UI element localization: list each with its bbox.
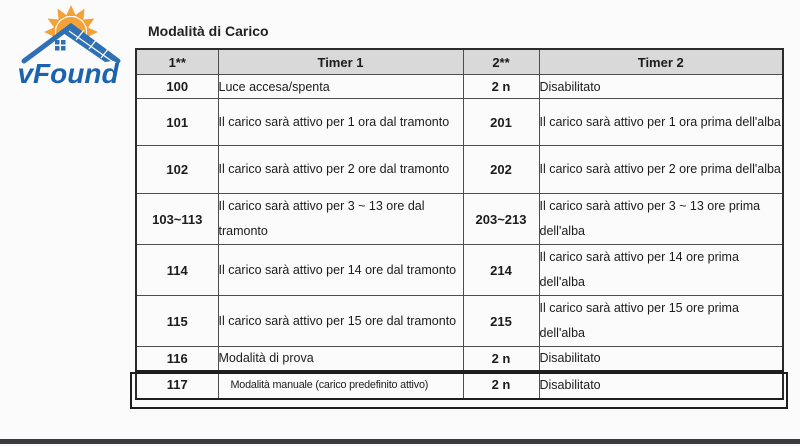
page-title: Modalità di Carico: [148, 23, 269, 39]
sun-house-icon: [16, 5, 126, 64]
code2-cell: 2 n: [462, 74, 540, 99]
table-row: 102 Il carico sarà attivo per 2 ore dal …: [135, 145, 784, 194]
code2-cell: 215: [462, 295, 540, 347]
code1-cell: 114: [135, 244, 219, 296]
timer2-cell: Il carico sarà attivo per 2 ore prima de…: [538, 145, 784, 194]
col-header-timer2: Timer 2: [538, 48, 784, 75]
timer2-cell: Il carico sarà attivo per 15 ore prima d…: [538, 295, 784, 347]
col-header-code2: 2**: [462, 48, 540, 75]
code2-cell: 214: [462, 244, 540, 296]
table-row: 103~113 Il carico sarà attivo per 3 ~ 13…: [135, 193, 784, 245]
timer2-cell: Disabilitato: [538, 369, 784, 400]
timer1-cell: Luce accesa/spenta: [217, 74, 464, 99]
table-row-selected: 117 Modalità manuale (carico predefinito…: [135, 369, 784, 400]
code2-cell: 203~213: [462, 193, 540, 245]
timer2-cell: Il carico sarà attivo per 14 ore prima d…: [538, 244, 784, 296]
bottom-bar: [0, 439, 800, 444]
brand-name: vFound: [17, 58, 119, 89]
timer2-cell: Il carico sarà attivo per 3 ~ 13 ore pri…: [538, 193, 784, 245]
code1-cell: 117: [135, 369, 219, 400]
timer1-cell: Il carico sarà attivo per 15 ore dal tra…: [217, 295, 464, 347]
timer2-cell: Disabilitato: [538, 346, 784, 371]
code2-cell: 2 n: [462, 346, 540, 371]
code2-cell: 202: [462, 145, 540, 194]
timer1-cell: Il carico sarà attivo per 14 ore dal tra…: [217, 244, 464, 296]
table-row: 116 Modalità di prova 2 n Disabilitato: [135, 346, 784, 371]
code1-cell: 100: [135, 74, 219, 99]
code2-cell: 2 n: [462, 369, 540, 400]
timer1-cell: Modalità manuale (carico predefinito att…: [217, 369, 464, 400]
col-header-code1: 1**: [135, 48, 219, 75]
col-header-timer1: Timer 1: [217, 48, 464, 75]
code1-cell: 101: [135, 98, 219, 146]
timer1-cell: Il carico sarà attivo per 3 ~ 13 ore dal…: [217, 193, 464, 245]
code1-cell: 102: [135, 145, 219, 194]
timer2-cell: Disabilitato: [538, 74, 784, 99]
table-row: 100 Luce accesa/spenta 2 n Disabilitato: [135, 74, 784, 99]
timer1-cell: Modalità di prova: [217, 346, 464, 371]
table-row: 114 Il carico sarà attivo per 14 ore dal…: [135, 244, 784, 296]
timer1-cell: Il carico sarà attivo per 1 ora dal tram…: [217, 98, 464, 146]
timer2-cell: Il carico sarà attivo per 1 ora prima de…: [538, 98, 784, 146]
table-header-row: 1** Timer 1 2** Timer 2: [135, 48, 784, 75]
table-row: 101 Il carico sarà attivo per 1 ora dal …: [135, 98, 784, 146]
code1-cell: 116: [135, 346, 219, 371]
brand-logo: vFound: [4, 2, 132, 92]
code1-cell: 115: [135, 295, 219, 347]
code2-cell: 201: [462, 98, 540, 146]
code1-cell: 103~113: [135, 193, 219, 245]
table-row: 115 Il carico sarà attivo per 15 ore dal…: [135, 295, 784, 347]
timer1-cell: Il carico sarà attivo per 2 ore dal tram…: [217, 145, 464, 194]
load-mode-table: 1** Timer 1 2** Timer 2 100 Luce accesa/…: [135, 48, 784, 400]
